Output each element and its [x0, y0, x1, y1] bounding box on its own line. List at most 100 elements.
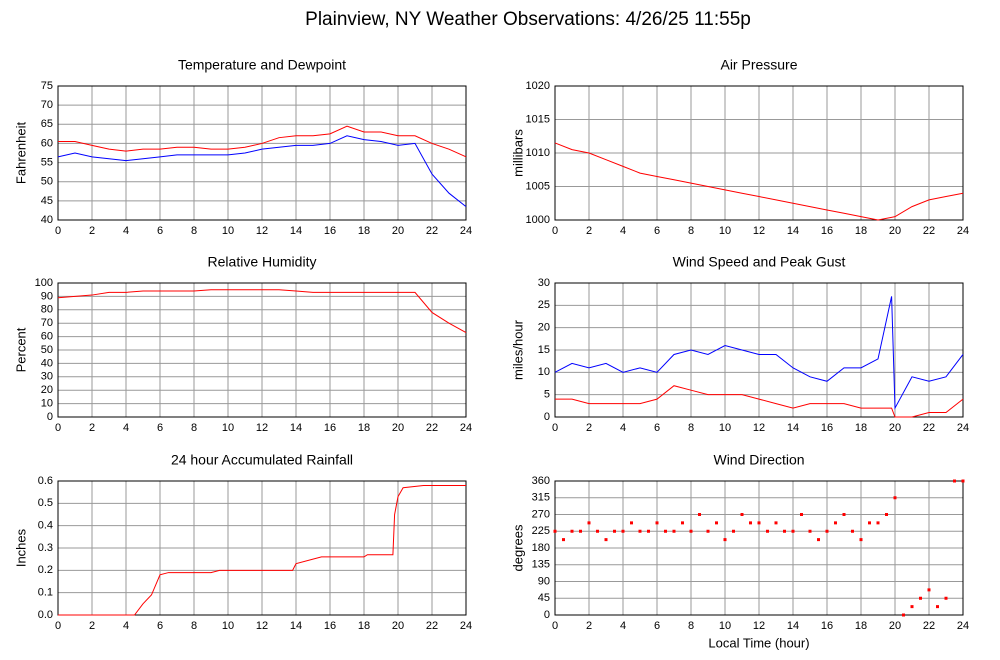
x-tick-label: 12: [256, 620, 268, 632]
data-point: [672, 529, 676, 533]
x-axis-label: Local Time (hour): [708, 635, 809, 650]
x-tick-label: 0: [55, 620, 61, 632]
plot-frame: [554, 282, 964, 418]
x-tick-label: 20: [392, 620, 404, 632]
x-tick-label: 18: [358, 620, 370, 632]
y-axis-label: Percent: [13, 327, 28, 372]
data-line: [57, 289, 467, 334]
data-point: [910, 605, 914, 609]
x-tick-label: 24: [460, 422, 472, 434]
x-tick-label: 0: [55, 422, 61, 434]
data-point: [655, 521, 659, 525]
x-tick-label: 14: [787, 225, 799, 237]
x-tick-label: 10: [222, 620, 234, 632]
y-tick-label: 0.3: [38, 542, 53, 554]
x-tick-label: 24: [460, 225, 472, 237]
y-tick-label: 360: [532, 475, 550, 487]
x-tick-label: 8: [191, 620, 197, 632]
data-point: [596, 529, 599, 533]
data-point: [766, 529, 769, 533]
x-tick-label: 2: [89, 422, 95, 434]
x-tick-label: 2: [89, 225, 95, 237]
data-line: [554, 142, 964, 221]
data-line: [554, 296, 964, 410]
data-point: [885, 513, 888, 516]
x-tick-label: 20: [889, 422, 901, 434]
x-tick-label: 24: [957, 225, 969, 237]
y-tick-label: 30: [538, 277, 550, 289]
y-tick-label: 0.0: [38, 609, 53, 621]
data-line: [58, 484, 466, 616]
x-tick-label: 14: [787, 422, 799, 434]
y-tick-label: 270: [532, 508, 550, 520]
data-point: [638, 529, 642, 533]
x-tick-label: 0: [552, 422, 558, 434]
x-tick-label: 24: [957, 422, 969, 434]
x-tick-label: 6: [654, 620, 660, 632]
y-tick-label: 10: [538, 366, 550, 378]
y-axis-label: millibars: [510, 129, 525, 177]
data-line: [555, 385, 964, 418]
y-tick-label: 60: [41, 331, 53, 343]
x-tick-label: 0: [55, 225, 61, 237]
y-tick-label: 70: [41, 317, 53, 329]
y-tick-label: 0: [47, 411, 53, 423]
y-axis-label: miles/hour: [510, 319, 525, 380]
chart-title: Wind Direction: [713, 452, 804, 468]
y-tick-label: 80: [41, 304, 53, 316]
x-tick-label: 4: [123, 422, 129, 434]
chart-title: Wind Speed and Peak Gust: [673, 254, 846, 270]
y-tick-label: 90: [41, 290, 53, 302]
x-tick-label: 18: [855, 620, 867, 632]
x-tick-label: 8: [191, 422, 197, 434]
y-tick-label: 90: [538, 575, 550, 587]
data-point: [876, 521, 880, 525]
data-point: [579, 529, 582, 533]
y-tick-label: 1015: [526, 113, 550, 125]
x-tick-label: 6: [654, 225, 660, 237]
y-tick-label: 1010: [526, 147, 550, 159]
x-tick-label: 16: [821, 422, 833, 434]
y-tick-label: 0.5: [38, 497, 53, 509]
x-tick-label: 10: [719, 620, 731, 632]
data-point: [783, 529, 786, 533]
data-point: [749, 521, 752, 525]
data-point: [570, 529, 574, 533]
chart-title: Relative Humidity: [208, 254, 317, 270]
data-point: [859, 538, 863, 542]
y-tick-label: 45: [41, 195, 53, 207]
y-tick-label: 70: [41, 99, 53, 111]
y-tick-label: 50: [41, 344, 53, 356]
x-tick-label: 12: [753, 620, 765, 632]
y-tick-label: 40: [41, 214, 53, 226]
chart-title: Air Pressure: [720, 57, 797, 73]
x-tick-label: 0: [552, 225, 558, 237]
y-axis-label: Inches: [13, 528, 28, 567]
x-tick-label: 8: [688, 422, 694, 434]
data-point: [706, 529, 710, 533]
data-point: [604, 538, 608, 542]
data-point: [893, 496, 897, 500]
x-tick-label: 4: [123, 225, 129, 237]
x-tick-label: 10: [719, 225, 731, 237]
data-point: [808, 529, 812, 533]
y-tick-label: 10: [41, 398, 53, 410]
data-line: [57, 135, 467, 207]
x-tick-label: 10: [222, 422, 234, 434]
y-tick-label: 180: [532, 542, 550, 554]
x-tick-label: 2: [89, 620, 95, 632]
y-axis-label: degrees: [510, 524, 525, 571]
data-point: [587, 521, 591, 525]
data-line: [58, 125, 467, 158]
x-tick-label: 4: [123, 620, 129, 632]
x-tick-label: 20: [392, 422, 404, 434]
data-point: [562, 538, 565, 542]
y-tick-label: 225: [532, 525, 550, 537]
y-tick-label: 20: [538, 322, 550, 334]
x-tick-label: 14: [290, 422, 302, 434]
x-tick-label: 12: [753, 422, 765, 434]
y-tick-label: 20: [41, 384, 53, 396]
y-tick-label: 15: [538, 344, 550, 356]
x-tick-label: 14: [290, 620, 302, 632]
y-axis-label: Fahrenheit: [13, 122, 28, 185]
